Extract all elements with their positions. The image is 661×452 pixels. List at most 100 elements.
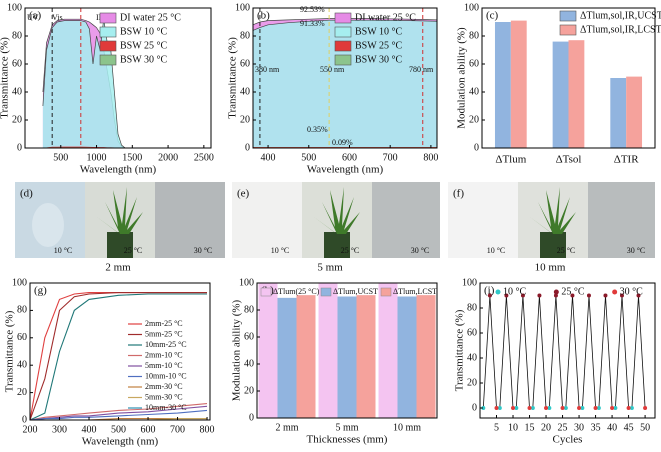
point [537,293,542,298]
point [580,406,585,410]
x-axis-label: Cycles [553,434,583,446]
x-tick-label: 30 [574,422,584,433]
point [504,293,509,298]
temperature-label: 25 °C [341,246,360,255]
bar [510,20,527,149]
y-tick-label: 80 [469,30,479,41]
panel-label: (c) [486,10,499,22]
plot-frame [252,7,438,149]
legend-label: 10mm-30 °C [145,403,187,412]
connector-line [482,295,646,409]
y-tick-label: 80 [467,302,477,313]
y-tick-label: 40 [12,86,22,97]
y-tick-label: 40 [17,359,27,370]
legend-swatch [99,12,117,24]
y-axis-label: Modulation ability (%) [231,299,243,401]
area-fill [42,19,204,149]
legend-label: ΔTlum(25 °C) [273,287,320,296]
temperature-label: 25 °C [557,246,576,255]
x-tick-label: 300 [52,424,67,435]
x-tick-label: 40 [607,422,617,433]
point [560,406,565,410]
annotation: UV [27,13,39,22]
legend-label: 2mm-10 °C [145,350,183,359]
point [619,293,624,298]
point [629,406,634,410]
legend-swatch [559,24,577,36]
annotation: 91.33% [300,19,325,28]
temperature-label: 30 °C [627,246,646,255]
point [511,406,516,410]
x-tick-label: 20 [541,422,551,433]
legend-swatch [99,26,117,38]
x-tick-label: 2000 [158,152,178,163]
temperature-label: 30 °C [411,246,430,255]
bar [568,40,585,149]
legend-marker [612,289,618,295]
y-tick-label: 60 [467,327,477,338]
bar [626,76,643,148]
point [481,406,486,410]
y-tick-label: 100 [12,277,27,288]
y-tick-label: 80 [240,30,250,41]
bar [416,295,436,418]
x-tick-label: 600 [141,424,156,435]
legend-swatch [99,54,117,66]
x-tick-label: 2500 [194,152,214,163]
y-tick-label: 80 [12,30,22,41]
point [643,406,648,410]
y-tick-label: 0 [17,142,22,153]
panel-label: (g) [34,285,47,297]
bar [337,296,357,418]
annotation: Vis [52,13,63,22]
plot-2 [494,20,643,149]
annotation: 92.53% [300,5,325,14]
point [494,406,499,410]
legend-swatch [320,287,332,297]
bar [378,283,398,418]
x-axis-label: Wavelength (nm) [307,164,384,176]
series-line [42,19,204,149]
y-tick-label: 0 [22,414,27,425]
legend-label: ΔTlum,sol,IR,UCST [580,10,661,21]
point [593,406,598,410]
plot-5 [481,293,648,410]
y-tick-label: 60 [12,58,22,69]
y-tick-label: 80 [17,305,27,316]
temperature-label: 10 °C [271,246,290,255]
x-tick-label: 10 mm [393,422,421,433]
legend-swatch [380,287,392,297]
point [514,406,519,410]
x-tick-label: 15 [525,422,535,433]
panel-label: (a) [29,10,42,22]
x-tick-label: 800 [200,424,215,435]
y-tick-label: 100 [462,277,477,288]
y-tick-label: 100 [464,2,479,13]
legend-swatch [334,54,352,66]
legend-label: ΔTlum,UCST [333,287,378,296]
point [553,293,558,298]
legend-label: BSW 10 °C [355,26,402,37]
point [520,293,525,298]
y-tick-label: 20 [12,114,22,125]
point [487,293,492,298]
y-tick-label: 100 [7,2,22,13]
y-tick-label: 100 [239,277,254,288]
bar [494,22,511,148]
point [596,406,601,410]
x-tick-label: 5 mm [335,422,358,433]
plot-frame [24,7,212,149]
temperature-label: 10 °C [487,246,506,255]
panel-label: (i) [484,285,495,297]
series-line [29,403,208,421]
x-tick-label: 800 [423,152,438,163]
y-tick-label: 0 [249,412,254,423]
x-tick-label: 1000 [87,152,107,163]
panel-label: (f) [453,188,464,200]
bar [356,295,376,418]
area-fill [253,20,437,149]
x-axis-label: Wavelength (nm) [82,436,159,448]
legend-label: BSW 30 °C [355,54,402,65]
legend-label: BSW 30 °C [120,54,167,65]
